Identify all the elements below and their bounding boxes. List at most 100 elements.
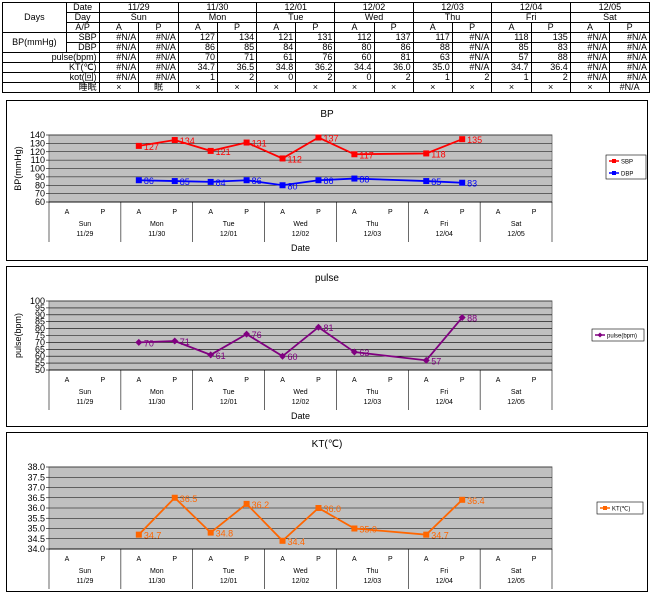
- x-ap-label: P: [244, 556, 249, 563]
- data-label: 36.4: [467, 496, 485, 506]
- cell-kt: 36.5: [216, 62, 258, 73]
- data-label: 85: [431, 177, 441, 187]
- x-ap-label: P: [388, 556, 393, 563]
- cell-kot: 1: [412, 72, 453, 83]
- data-point: [171, 137, 178, 144]
- y-tick-label: 95: [35, 303, 45, 313]
- x-day-label: Fri: [440, 568, 449, 575]
- data-point: [135, 531, 142, 538]
- chart-title: pulse: [315, 273, 339, 284]
- ap-header: A: [177, 22, 218, 33]
- x-ap-label: A: [424, 377, 429, 384]
- x-ap-label: P: [316, 209, 321, 216]
- x-ap-label: P: [388, 209, 393, 216]
- x-ap-label: P: [388, 377, 393, 384]
- data-point: [207, 178, 214, 185]
- ap-header: P: [373, 22, 414, 33]
- data-label: 34.7: [431, 531, 449, 541]
- cell-sleep: ×: [569, 82, 611, 93]
- y-tick-label: 37.0: [27, 483, 45, 493]
- x-date-label: 12/04: [435, 231, 453, 238]
- date-header: 12/01: [256, 2, 336, 13]
- cell-sleep: ×: [216, 82, 258, 93]
- data-label: 76: [252, 330, 262, 340]
- date-header: 12/03: [412, 2, 493, 13]
- y-tick-label: 60: [35, 197, 45, 207]
- y-tick-label: 90: [35, 310, 45, 320]
- y-tick-label: 70: [35, 337, 45, 347]
- y-tick-label: 100: [30, 296, 45, 306]
- data-label: 36.2: [252, 500, 270, 510]
- data-label: 127: [144, 142, 159, 152]
- cell-kt: #N/A: [138, 62, 179, 73]
- row-label-sleep: 睡眠: [2, 82, 100, 93]
- cell-kot: 2: [216, 72, 258, 83]
- cell-dbp: 83: [530, 42, 571, 53]
- x-date-label: 12/02: [292, 231, 310, 238]
- x-day-label: Thu: [366, 568, 378, 575]
- x-ap-label: A: [280, 209, 285, 216]
- x-ap-label: P: [172, 209, 177, 216]
- cell-pulse: 63: [412, 52, 453, 63]
- data-point: [351, 151, 358, 158]
- x-day-label: Wed: [293, 568, 307, 575]
- row-label-ap: A/P: [65, 22, 100, 33]
- y-tick-label: 38.0: [27, 462, 45, 472]
- x-ap-label: A: [65, 556, 70, 563]
- data-point: [458, 314, 466, 322]
- x-date-label: 12/01: [220, 578, 238, 585]
- x-ap-label: A: [65, 377, 70, 384]
- x-date-label: 12/03: [364, 578, 382, 585]
- data-point: [279, 352, 287, 360]
- cell-sleep: ×: [334, 82, 375, 93]
- cell-sbp: 127: [177, 32, 218, 43]
- x-date-label: 11/30: [148, 231, 165, 238]
- weekday-header: Tue: [256, 12, 336, 23]
- x-ap-label: A: [208, 209, 213, 216]
- x-date-label: 12/02: [292, 399, 310, 406]
- cell-kt: 35.0: [412, 62, 453, 73]
- cell-sleep: ×: [177, 82, 218, 93]
- x-date-label: 12/01: [220, 399, 238, 406]
- y-axis-label: BP(mmHg): [13, 146, 23, 191]
- cell-dbp: #N/A: [609, 42, 650, 53]
- x-day-label: Mon: [150, 568, 164, 575]
- bp-group-label: BP(mmHg): [2, 32, 67, 53]
- ap-header: P: [138, 22, 179, 33]
- cell-kot: 0: [334, 72, 375, 83]
- legend-label: pulse(bpm): [607, 334, 637, 340]
- ap-header: A: [256, 22, 297, 33]
- row-label-sbp: SBP: [65, 32, 100, 43]
- x-ap-label: A: [65, 209, 70, 216]
- legend-label: KT(℃): [612, 507, 630, 513]
- cell-kot: 2: [451, 72, 493, 83]
- cell-pulse: 57: [491, 52, 532, 63]
- cell-kot: #N/A: [98, 72, 140, 83]
- data-point: [315, 134, 322, 141]
- data-label: 35.0: [359, 525, 377, 535]
- cell-sleep: ×: [491, 82, 532, 93]
- data-label: 34.8: [216, 529, 234, 539]
- cell-pulse: #N/A: [609, 52, 650, 63]
- data-point: [243, 330, 251, 338]
- y-tick-label: 34.5: [27, 534, 45, 544]
- x-ap-label: P: [460, 209, 465, 216]
- row-label-date: Date: [65, 2, 100, 13]
- cell-pulse: 60: [334, 52, 375, 63]
- data-label: 134: [180, 136, 195, 146]
- data-label: 34.4: [288, 537, 306, 547]
- ap-header: A: [98, 22, 140, 33]
- cell-kt: 34.7: [177, 62, 218, 73]
- data-point: [315, 177, 322, 184]
- y-tick-label: 80: [35, 180, 45, 190]
- cell-dbp: #N/A: [451, 42, 493, 53]
- y-tick-label: 35.5: [27, 513, 45, 523]
- legend-marker: [597, 332, 603, 338]
- x-day-label: Sat: [511, 568, 522, 575]
- cell-kt: #N/A: [451, 62, 493, 73]
- x-ap-label: A: [280, 377, 285, 384]
- ap-header: A: [412, 22, 453, 33]
- cell-pulse: 71: [216, 52, 258, 63]
- x-ap-label: P: [244, 209, 249, 216]
